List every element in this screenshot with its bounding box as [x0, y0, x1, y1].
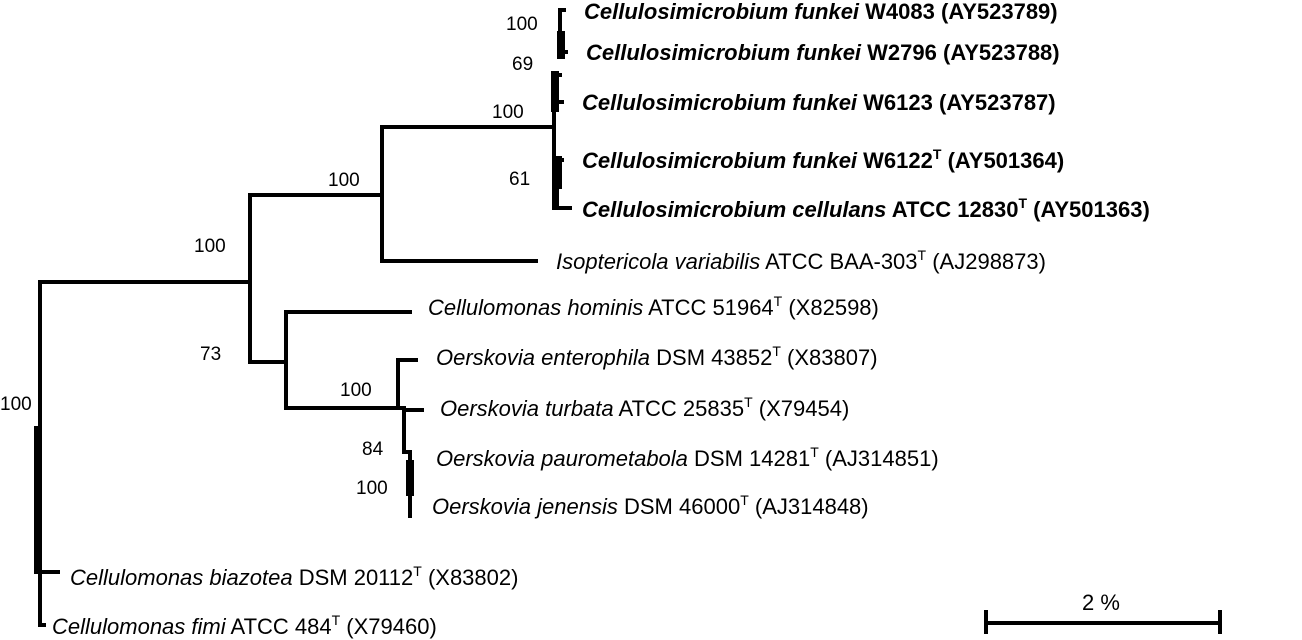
taxon-strain: DSM 14281	[694, 446, 810, 471]
taxon-species: Oerskovia paurometabola	[436, 446, 688, 471]
taxon-species: Cellulosimicrobium funkei	[586, 40, 862, 65]
taxon-accession: (AY501363)	[1033, 197, 1150, 222]
type-strain-mark: T	[933, 146, 942, 162]
scale-bar-label: 2 %	[1082, 590, 1120, 615]
type-strain-mark: T	[413, 563, 422, 579]
taxon-label: Oerskovia paurometabola DSM 14281T (AJ31…	[436, 444, 939, 471]
type-strain-mark: T	[918, 247, 927, 263]
type-strain-mark: T	[810, 444, 819, 460]
taxon-species: Oerskovia enterophila	[436, 345, 650, 370]
taxon-label: Cellulomonas hominis ATCC 51964T (X82598…	[428, 293, 879, 320]
bootstrap-value: 84	[362, 439, 384, 460]
bootstrap-value: 100	[328, 170, 360, 191]
taxon-strain: ATCC 25835	[619, 396, 745, 421]
taxon-strain: ATCC 12830	[892, 197, 1019, 222]
type-strain-mark: T	[1018, 195, 1027, 211]
taxon-label: Cellulosimicrobium funkei W6122T (AY5013…	[582, 146, 1064, 173]
taxon-accession: (AY523788)	[943, 40, 1060, 65]
taxon-species: Isoptericola variabilis	[556, 249, 760, 274]
scale-bar: 2 %	[984, 590, 1222, 634]
taxon-species: Cellulosimicrobium funkei	[582, 90, 858, 115]
taxon-strain: W6123	[863, 90, 933, 115]
taxon-species: Cellulomonas biazotea	[70, 565, 293, 590]
taxon-species: Cellulosimicrobium funkei	[584, 0, 860, 24]
type-strain-mark: T	[744, 394, 753, 410]
taxon-strain: DSM 46000	[624, 494, 740, 519]
bootstrap-value: 100	[0, 394, 32, 415]
bootstrap-value: 100	[194, 236, 226, 257]
taxon-labels: Cellulosimicrobium funkei W4083 (AY52378…	[52, 0, 1150, 639]
taxon-label: Cellulosimicrobium funkei W4083 (AY52378…	[584, 0, 1058, 24]
taxon-strain: DSM 20112	[299, 565, 414, 590]
bootstrap-values: 100 69 100 61 100 100 73 100 84 100 100	[0, 14, 538, 499]
taxon-species: Cellulosimicrobium funkei	[582, 148, 858, 173]
taxon-accession: (AY501364)	[948, 148, 1065, 173]
taxon-strain: W6122	[863, 148, 933, 173]
taxon-accession: (X83807)	[787, 345, 878, 370]
taxon-label: Oerskovia turbata ATCC 25835T (X79454)	[440, 394, 849, 421]
taxon-species: Oerskovia turbata	[440, 396, 614, 421]
taxon-accession: (X79460)	[346, 614, 437, 639]
tree-branches	[34, 8, 572, 627]
taxon-species: Cellulomonas hominis	[428, 295, 643, 320]
bootstrap-value: 100	[340, 380, 372, 401]
taxon-strain: W4083	[865, 0, 935, 24]
taxon-label: Cellulosimicrobium cellulans ATCC 12830T…	[582, 195, 1150, 222]
type-strain-mark: T	[774, 293, 783, 309]
taxon-strain: W2796	[867, 40, 937, 65]
taxon-label: Cellulomonas biazotea DSM 20112T (X83802…	[70, 563, 518, 590]
type-strain-mark: T	[740, 492, 749, 508]
bootstrap-value: 100	[492, 102, 524, 123]
bootstrap-value: 100	[506, 14, 538, 35]
taxon-accession: (AJ314848)	[755, 494, 869, 519]
taxon-accession: (AY523789)	[941, 0, 1058, 24]
taxon-accession: (AJ298873)	[932, 249, 1046, 274]
bootstrap-value: 73	[200, 344, 221, 365]
taxon-species: Cellulosimicrobium cellulans	[582, 197, 886, 222]
bootstrap-value: 61	[509, 169, 530, 190]
taxon-accession: (X82598)	[788, 295, 879, 320]
type-strain-mark: T	[332, 612, 341, 628]
taxon-label: Oerskovia jenensis DSM 46000T (AJ314848)	[432, 492, 869, 519]
type-strain-mark: T	[772, 343, 781, 359]
taxon-accession: (X83802)	[428, 565, 519, 590]
taxon-label: Cellulosimicrobium funkei W2796 (AY52378…	[586, 40, 1060, 65]
taxon-strain: DSM 43852	[656, 345, 772, 370]
taxon-label: Oerskovia enterophila DSM 43852T (X83807…	[436, 343, 878, 370]
bootstrap-value: 100	[356, 478, 388, 499]
taxon-label: Isoptericola variabilis ATCC BAA-303T (A…	[556, 247, 1046, 274]
taxon-label: Cellulosimicrobium funkei W6123 (AY52378…	[582, 90, 1056, 115]
taxon-accession: (AJ314851)	[825, 446, 939, 471]
taxon-accession: (AY523787)	[939, 90, 1056, 115]
taxon-strain: ATCC BAA-303	[765, 249, 917, 274]
taxon-species: Oerskovia jenensis	[432, 494, 618, 519]
bootstrap-value: 69	[512, 54, 533, 75]
taxon-strain: ATCC 51964	[648, 295, 774, 320]
taxon-strain: ATCC 484	[231, 614, 332, 639]
taxon-label: Cellulomonas fimi ATCC 484T (X79460)	[52, 612, 437, 639]
taxon-accession: (X79454)	[759, 396, 850, 421]
taxon-species: Cellulomonas fimi	[52, 614, 227, 639]
